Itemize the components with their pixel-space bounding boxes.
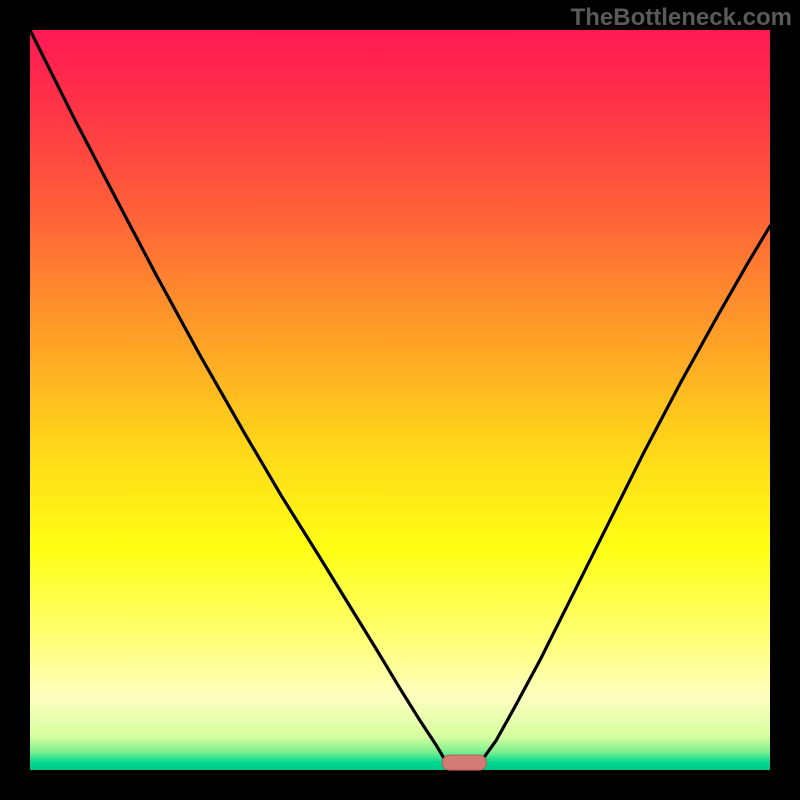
optimal-point-marker [442,755,486,770]
chart-stage: TheBottleneck.com [0,0,800,800]
bottleneck-chart [0,0,800,800]
gradient-plot-area [30,30,770,770]
